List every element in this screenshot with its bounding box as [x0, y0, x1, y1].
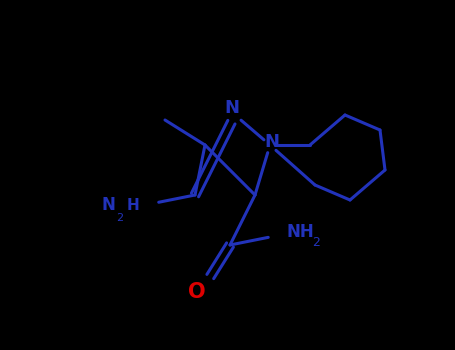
- Text: H: H: [126, 197, 139, 212]
- Text: 2: 2: [116, 213, 124, 223]
- Text: N: N: [264, 133, 279, 151]
- Text: NH: NH: [287, 223, 315, 241]
- Text: N: N: [101, 196, 115, 214]
- Text: 2: 2: [312, 236, 320, 248]
- Text: N: N: [224, 99, 239, 117]
- Text: O: O: [188, 282, 206, 302]
